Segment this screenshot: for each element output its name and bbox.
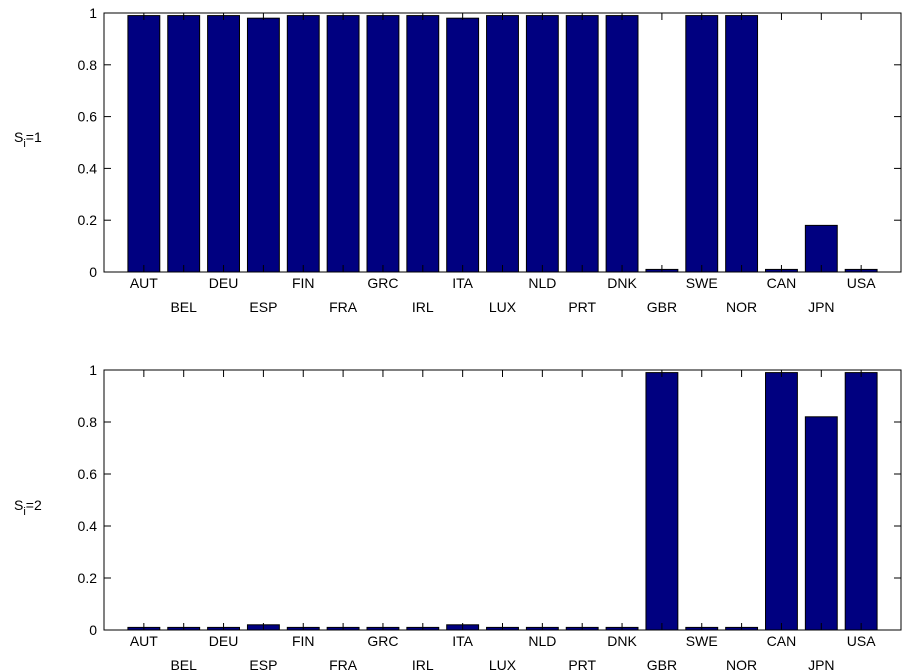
bar-nld (525, 15, 559, 273)
y-tick-label: 0.6 (78, 109, 98, 125)
bar-jpn (804, 416, 838, 631)
x-tick-label-gbr: GBR (647, 299, 677, 315)
x-tick-label-dnk: DNK (607, 275, 637, 291)
bar-fin (286, 15, 320, 273)
x-tick-label-fra: FRA (329, 657, 358, 672)
bar-ita (446, 17, 480, 273)
y-tick-label: 1 (89, 5, 97, 21)
y-axis-label: Si=2 (14, 497, 42, 518)
x-tick-label-can: CAN (767, 633, 797, 649)
y-tick-label: 0.8 (78, 57, 98, 73)
x-tick-label-jpn: JPN (808, 299, 834, 315)
x-tick-label-esp: ESP (249, 299, 277, 315)
y-tick-label: 0.2 (78, 570, 98, 586)
x-tick-label-ita: ITA (452, 275, 473, 291)
y-axis-label: Si=1 (14, 129, 42, 150)
bar-can (765, 372, 798, 631)
bar-lux (486, 15, 519, 273)
bar-grc (366, 15, 400, 273)
bar-fra (326, 15, 360, 273)
x-tick-label-deu: DEU (209, 633, 239, 649)
bar-aut (127, 15, 161, 273)
x-tick-label-grc: GRC (367, 275, 398, 291)
y-tick-label: 0.4 (78, 160, 98, 176)
x-tick-label-usa: USA (847, 633, 876, 649)
x-tick-label-swe: SWE (686, 633, 718, 649)
x-tick-label-bel: BEL (170, 299, 197, 315)
x-tick-label-irl: IRL (412, 657, 434, 672)
bar-bel (167, 15, 201, 273)
x-tick-label-dnk: DNK (607, 633, 637, 649)
bar-dnk (605, 15, 639, 273)
x-tick-label-prt: PRT (568, 299, 596, 315)
x-tick-label-swe: SWE (686, 275, 718, 291)
x-tick-label-ita: ITA (452, 633, 473, 649)
bar-swe (685, 15, 719, 273)
bar-prt (565, 15, 599, 273)
y-tick-label: 0.2 (78, 212, 98, 228)
x-tick-label-lux: LUX (489, 299, 517, 315)
bottom-bar-chart: 0 0.2 0.4 0.6 0.8 1 AUT BEL DEU ESP FIN FRA GRC IRL IT… (14, 362, 902, 672)
x-tick-label-prt: PRT (568, 657, 596, 672)
top-bar-chart: 0 0.2 0.4 0.6 0.8 1 AUT BEL DEU ESP FIN FRA GRC IRL IT… (14, 5, 902, 315)
x-tick-label-aut: AUT (130, 275, 158, 291)
bar-nor (725, 15, 759, 273)
bar-deu (207, 15, 240, 273)
x-tick-label-fin: FIN (292, 275, 315, 291)
y-tick-label: 0 (89, 264, 97, 280)
y-tick-label: 1 (89, 362, 97, 378)
y-tick-label: 0 (89, 622, 97, 638)
x-tick-label-nld: NLD (528, 633, 556, 649)
x-tick-label-fra: FRA (329, 299, 358, 315)
bar-jpn (804, 224, 838, 273)
bar-usa (844, 372, 878, 631)
x-tick-label-fin: FIN (292, 633, 315, 649)
x-tick-label-bel: BEL (170, 657, 197, 672)
x-tick-label-irl: IRL (412, 299, 434, 315)
bar-gbr (645, 372, 679, 631)
x-tick-label-lux: LUX (489, 657, 517, 672)
x-tick-label-usa: USA (847, 275, 876, 291)
x-tick-label-can: CAN (767, 275, 797, 291)
x-tick-label-grc: GRC (367, 633, 398, 649)
bar-irl (406, 15, 440, 273)
x-tick-label-nor: NOR (726, 657, 757, 672)
bar-esp (246, 17, 280, 273)
x-tick-label-esp: ESP (249, 657, 277, 672)
y-tick-label: 0.6 (78, 466, 98, 482)
x-tick-label-nor: NOR (726, 299, 757, 315)
y-tick-label: 0.8 (78, 414, 98, 430)
y-tick-label: 0.4 (78, 518, 98, 534)
x-tick-label-aut: AUT (130, 633, 158, 649)
x-tick-label-nld: NLD (528, 275, 556, 291)
x-tick-label-gbr: GBR (647, 657, 677, 672)
x-tick-label-jpn: JPN (808, 657, 834, 672)
x-tick-label-deu: DEU (209, 275, 239, 291)
